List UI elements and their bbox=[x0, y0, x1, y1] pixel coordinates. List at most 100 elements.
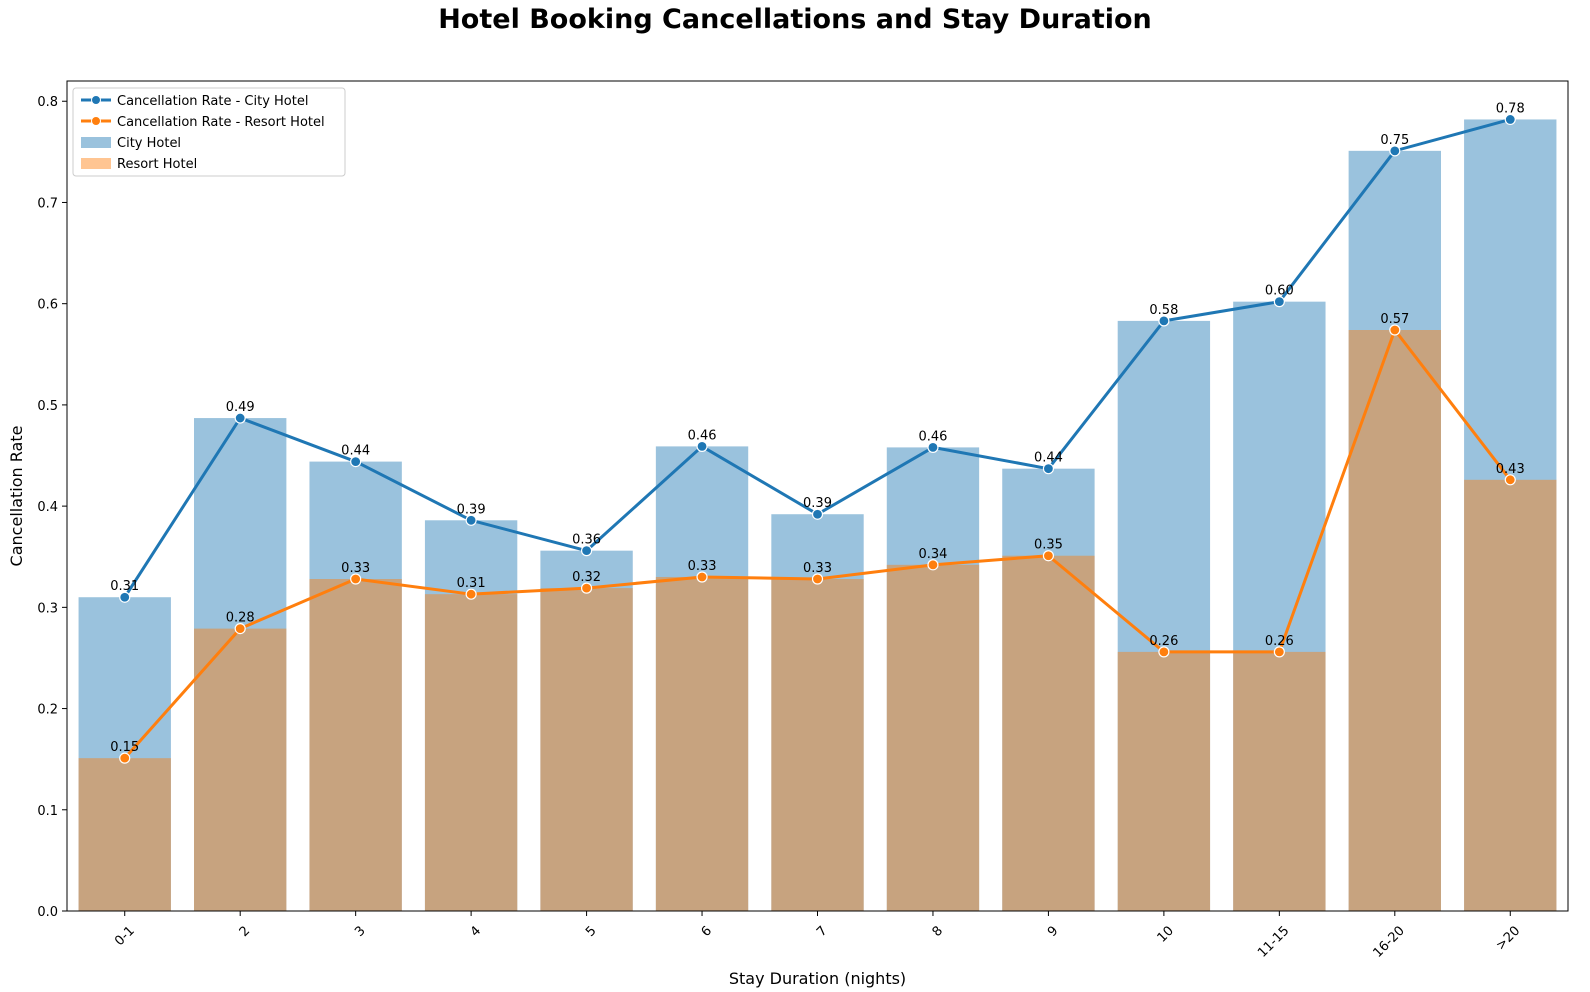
point-resort-11 bbox=[1389, 324, 1401, 336]
point-resort-12 bbox=[1504, 474, 1516, 486]
x-tick-label-4: 5 bbox=[583, 923, 599, 939]
x-tick-label-3: 4 bbox=[468, 923, 484, 939]
data-label-resort-1: 0.28 bbox=[226, 611, 255, 626]
legend-label-1: Cancellation Rate - Resort Hotel bbox=[117, 115, 325, 130]
data-label-city-7: 0.46 bbox=[918, 429, 947, 444]
y-tick-label-6: 0.6 bbox=[37, 298, 58, 313]
data-label-city-5: 0.46 bbox=[688, 428, 717, 443]
data-label-city-2: 0.44 bbox=[341, 444, 370, 459]
point-resort-8 bbox=[1042, 550, 1055, 562]
point-city-9 bbox=[1158, 315, 1170, 327]
data-label-resort-11: 0.57 bbox=[1380, 312, 1409, 327]
bar-layer bbox=[78, 119, 1557, 912]
bar-resort-3 bbox=[424, 594, 518, 911]
data-label-city-4: 0.36 bbox=[572, 533, 601, 548]
legend-label-3: Resort Hotel bbox=[117, 157, 197, 172]
x-tick-label-7: 8 bbox=[930, 923, 946, 939]
bar-resort-5 bbox=[655, 576, 749, 911]
x-tick-label-8: 9 bbox=[1045, 923, 1061, 939]
bar-resort-4 bbox=[540, 588, 633, 911]
point-resort-7 bbox=[927, 559, 939, 571]
y-tick-label-2: 0.2 bbox=[37, 703, 58, 718]
data-label-city-0: 0.31 bbox=[110, 579, 139, 594]
y-tick-label-5: 0.5 bbox=[37, 399, 58, 414]
point-city-3 bbox=[465, 514, 477, 526]
data-label-city-1: 0.49 bbox=[226, 400, 255, 415]
legend: Cancellation Rate - City Hotel Cancellati… bbox=[72, 87, 346, 177]
data-label-resort-3: 0.31 bbox=[457, 576, 486, 591]
data-label-resort-10: 0.26 bbox=[1265, 634, 1294, 649]
y-tick-label-7: 0.7 bbox=[37, 196, 58, 211]
data-label-city-8: 0.44 bbox=[1034, 451, 1063, 466]
data-label-city-3: 0.39 bbox=[457, 502, 486, 517]
data-label-resort-8: 0.35 bbox=[1034, 538, 1063, 553]
point-city-6 bbox=[811, 508, 824, 520]
legend-marker-0 bbox=[91, 95, 101, 105]
data-label-city-12: 0.78 bbox=[1496, 101, 1525, 116]
point-city-4 bbox=[580, 545, 593, 557]
point-city-10 bbox=[1273, 296, 1285, 308]
data-label-city-10: 0.60 bbox=[1265, 284, 1294, 299]
data-label-resort-4: 0.32 bbox=[572, 570, 601, 585]
data-label-resort-5: 0.33 bbox=[688, 559, 717, 574]
x-tick-label-0: 0-1 bbox=[112, 923, 138, 949]
data-label-city-9: 0.58 bbox=[1149, 303, 1178, 318]
bar-resort-8 bbox=[1002, 555, 1095, 911]
data-label-resort-7: 0.34 bbox=[918, 547, 947, 562]
x-tick-label-2: 3 bbox=[352, 923, 368, 939]
x-axis-label: Stay Duration (nights) bbox=[729, 969, 906, 988]
bar-resort-7 bbox=[886, 564, 980, 911]
bar-city-12 bbox=[1464, 119, 1557, 911]
point-city-11 bbox=[1389, 145, 1401, 157]
point-city-0 bbox=[119, 591, 131, 603]
legend-box bbox=[72, 87, 346, 177]
point-city-2 bbox=[350, 455, 362, 468]
data-label-city-11: 0.75 bbox=[1380, 133, 1409, 148]
point-city-5 bbox=[696, 440, 708, 452]
x-tick-label-10: 11-15 bbox=[1255, 923, 1292, 960]
point-city-12 bbox=[1504, 113, 1516, 126]
data-label-city-6: 0.39 bbox=[803, 496, 832, 511]
bar-city-11 bbox=[1348, 150, 1441, 912]
point-resort-1 bbox=[234, 622, 246, 635]
bar-city-9 bbox=[1117, 320, 1211, 911]
chart-title: Hotel Booking Cancellations and Stay Dur… bbox=[438, 4, 1152, 35]
y-tick-label-0: 0.0 bbox=[37, 905, 58, 920]
point-city-8 bbox=[1042, 463, 1055, 475]
data-label-resort-6: 0.33 bbox=[803, 561, 832, 576]
x-tick-label-1: 2 bbox=[237, 923, 253, 939]
data-label-resort-0: 0.15 bbox=[110, 740, 139, 755]
y-tick-label-8: 0.8 bbox=[37, 95, 58, 110]
x-tick-label-12: >20 bbox=[1493, 923, 1523, 953]
bar-resort-12 bbox=[1464, 479, 1557, 911]
point-resort-2 bbox=[350, 573, 362, 585]
x-tick-label-6: 7 bbox=[814, 923, 830, 939]
point-resort-6 bbox=[811, 573, 824, 585]
bar-resort-1 bbox=[194, 628, 287, 911]
bar-city-5 bbox=[655, 446, 749, 911]
y-tick-label-3: 0.3 bbox=[37, 601, 58, 616]
x-tick-label-11: 16-20 bbox=[1371, 923, 1408, 960]
data-label-resort-12: 0.43 bbox=[1496, 462, 1525, 477]
point-resort-0 bbox=[119, 752, 131, 764]
y-tick-label-1: 0.1 bbox=[37, 804, 58, 819]
data-label-resort-2: 0.33 bbox=[341, 561, 370, 576]
y-axis-label: Cancellation Rate bbox=[7, 426, 26, 567]
point-resort-9 bbox=[1158, 646, 1170, 658]
legend-patch-3 bbox=[81, 158, 111, 169]
point-resort-3 bbox=[465, 588, 477, 600]
y-tick-label-4: 0.4 bbox=[37, 500, 58, 515]
legend-patch-2 bbox=[81, 137, 111, 148]
bar-resort-10 bbox=[1233, 651, 1326, 911]
point-city-1 bbox=[234, 412, 246, 424]
data-label-resort-9: 0.26 bbox=[1149, 634, 1178, 649]
point-resort-4 bbox=[580, 582, 593, 594]
x-tick-label-5: 6 bbox=[699, 923, 715, 939]
bar-resort-6 bbox=[771, 579, 864, 911]
bar-city-7 bbox=[886, 447, 980, 911]
x-tick-label-9: 10 bbox=[1155, 923, 1177, 945]
legend-label-0: Cancellation Rate - City Hotel bbox=[117, 94, 308, 109]
bar-resort-2 bbox=[309, 579, 402, 911]
bar-resort-9 bbox=[1117, 651, 1211, 911]
